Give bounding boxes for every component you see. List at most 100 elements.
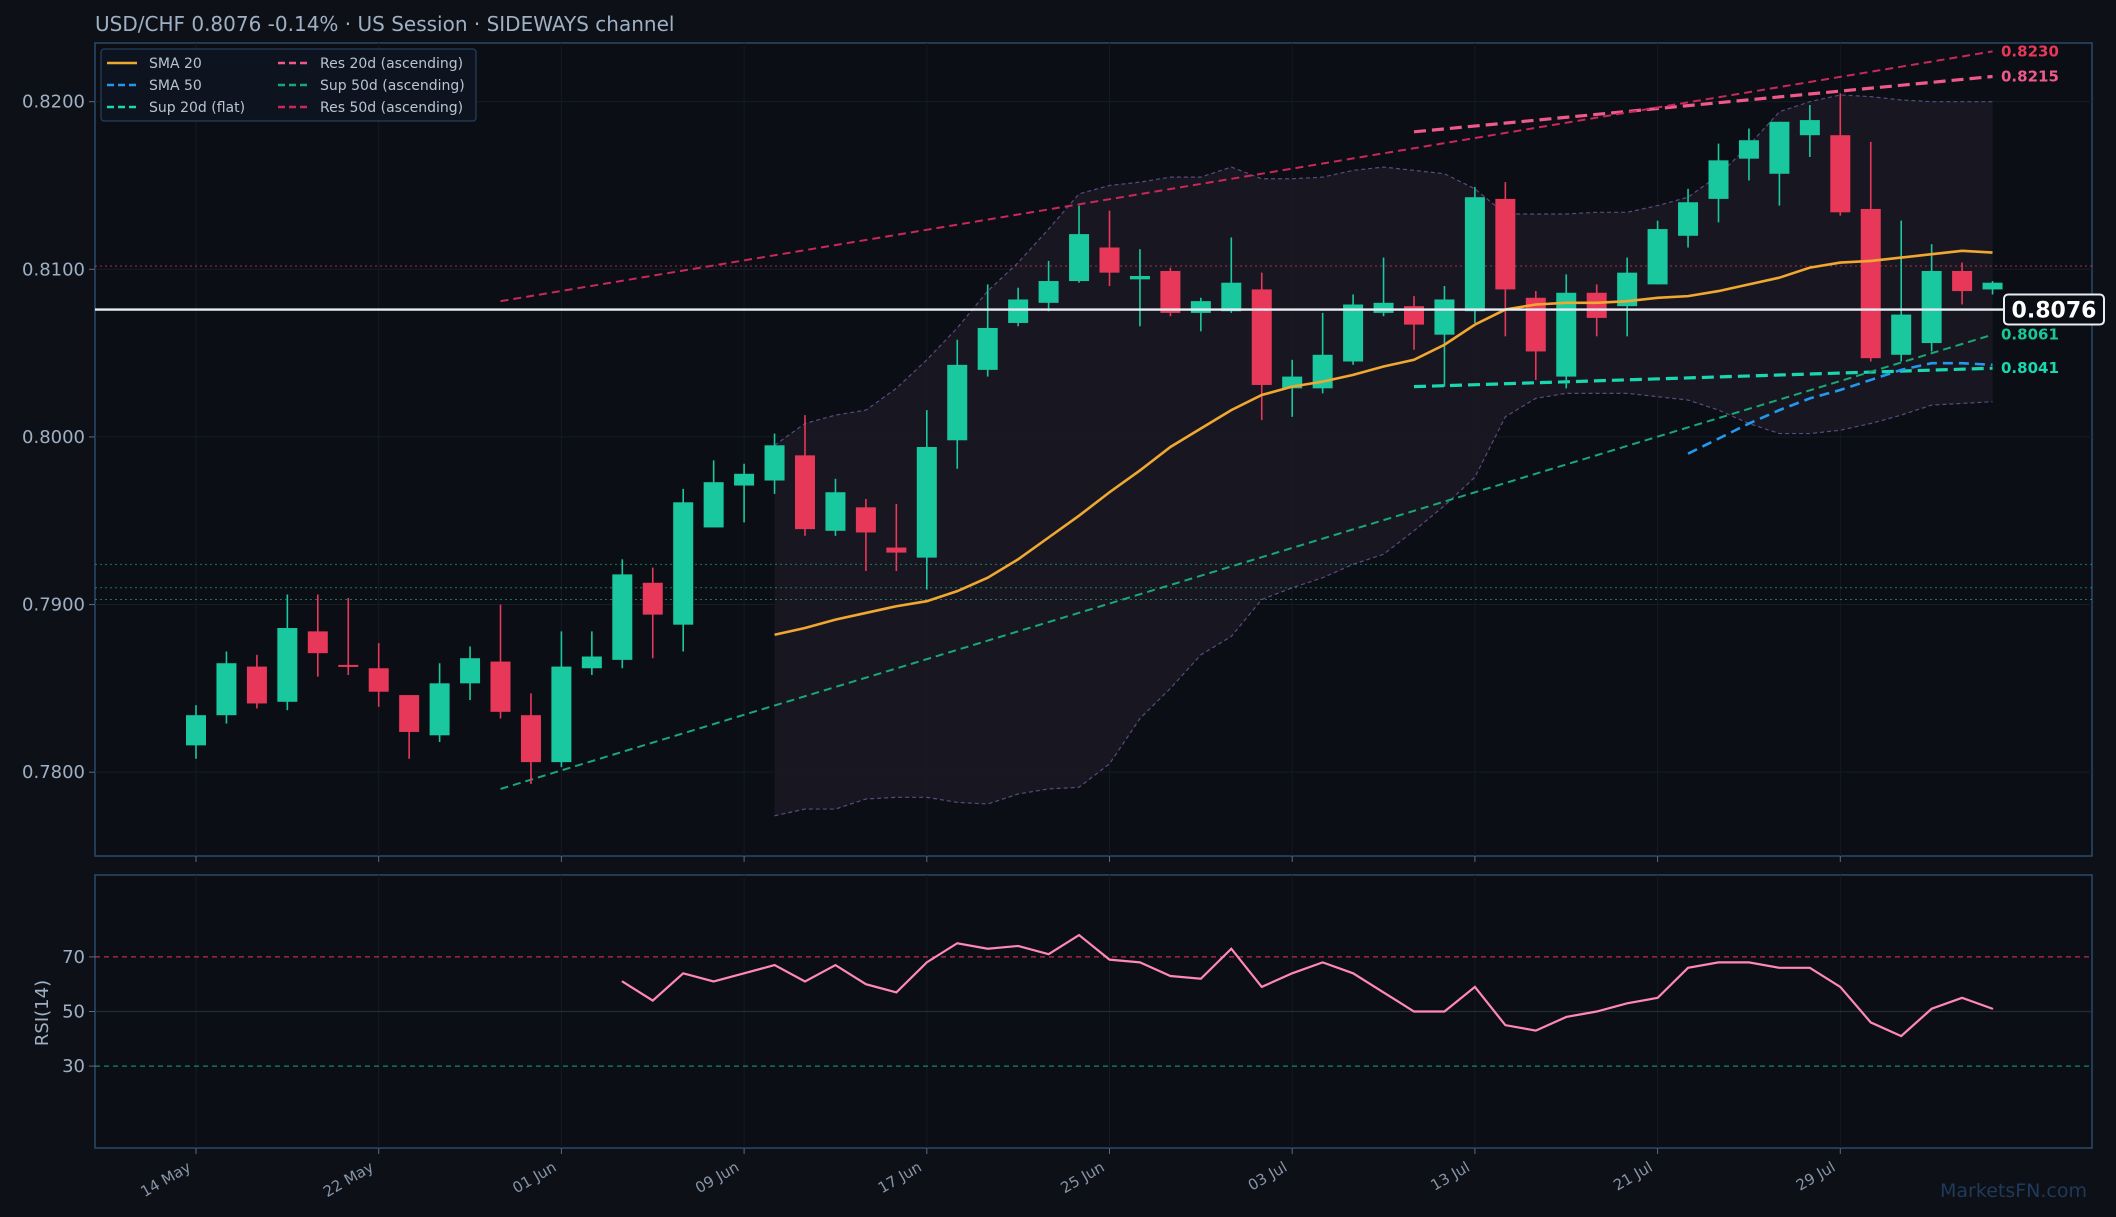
current-price-line: 0.8076 — [95, 293, 2105, 326]
legend-label: Res 20d (ascending) — [320, 56, 463, 72]
candle-body — [886, 547, 907, 553]
legend-label: Sup 20d (flat) — [149, 100, 245, 116]
sma20-line — [774, 249, 1993, 636]
candle-body — [1038, 281, 1059, 303]
band-upper — [774, 94, 1993, 446]
candle-body — [520, 715, 541, 763]
trend-lines — [500, 50, 1993, 790]
rsi-point — [1778, 967, 1781, 969]
rsi-point — [1961, 997, 1963, 999]
candle-body — [1617, 272, 1638, 307]
rsi-point — [804, 980, 806, 983]
candle-body — [1952, 270, 1973, 292]
candle-body — [1678, 202, 1699, 236]
rsi-point — [1474, 986, 1476, 988]
trendline — [1413, 74, 1993, 134]
candle-body — [490, 661, 511, 712]
rsi-point — [1321, 961, 1324, 964]
candle-body — [1251, 289, 1272, 385]
rsi-point — [1839, 986, 1842, 988]
candle-body — [1343, 304, 1364, 362]
candle-body — [1982, 282, 2003, 290]
rsi-point — [1047, 953, 1050, 955]
candle-body — [1434, 299, 1455, 335]
rsi-point — [1382, 991, 1385, 994]
rsi-point — [712, 980, 715, 983]
trendline — [1413, 366, 1993, 389]
band-lower — [774, 392, 1993, 817]
candle-body — [581, 656, 602, 669]
candle-body — [1008, 299, 1029, 323]
price-tick-label: 0.8000 — [22, 427, 85, 448]
rsi-point — [1687, 967, 1689, 969]
rsi-point — [1900, 1035, 1902, 1037]
candle-body — [368, 668, 389, 692]
rsi-point — [1717, 961, 1720, 964]
candle-body — [1373, 302, 1394, 313]
candle-body — [1282, 376, 1303, 389]
rsi-y-axis: 70 50 30 — [62, 947, 95, 1077]
rsi-point — [651, 999, 654, 1002]
rsi-point — [1656, 997, 1659, 999]
rsi-point — [1169, 975, 1172, 977]
rsi-point — [1078, 934, 1080, 936]
rsi-point — [1352, 972, 1354, 975]
rsi-point — [1809, 967, 1811, 969]
candle-body — [1495, 198, 1516, 290]
candle-body — [764, 445, 785, 481]
price-tag-text: 0.8076 — [2012, 299, 2097, 324]
rsi-point — [1748, 961, 1750, 964]
candle-body — [1190, 301, 1211, 313]
legend-box — [100, 48, 477, 122]
rsi-point — [895, 991, 898, 994]
rsi-point — [1413, 1010, 1415, 1013]
candle-body — [1556, 292, 1577, 377]
candle-body — [703, 482, 724, 528]
watermark: MarketsFN.com — [1940, 1180, 2087, 1202]
rsi-point — [1504, 1024, 1507, 1026]
level-label: 0.8061 — [2001, 326, 2059, 344]
rsi-point — [865, 983, 867, 985]
candle-body — [855, 507, 876, 533]
rsi-point — [986, 947, 989, 950]
candle-body — [1404, 306, 1424, 325]
price-y-axis: 0.7800 0.7900 0.8000 0.8100 0.8200 — [22, 92, 95, 783]
rsi-point — [682, 972, 684, 975]
candle-body — [1525, 297, 1546, 352]
sma50-line — [1687, 361, 1993, 455]
candle-body — [1891, 314, 1912, 355]
rsi-point — [743, 972, 745, 975]
candle-body — [1160, 270, 1181, 313]
rsi-grid — [95, 875, 2092, 1148]
price-tick-label: 0.8100 — [22, 259, 85, 280]
rsi-point — [1535, 1029, 1537, 1032]
rsi-point — [1260, 986, 1263, 988]
rsi-point — [1443, 1010, 1446, 1013]
rsi-point — [1565, 1016, 1568, 1018]
rsi-point — [1017, 945, 1019, 947]
rsi-line — [621, 933, 1994, 1038]
candle-body — [673, 502, 694, 625]
candle-body — [1921, 270, 1942, 344]
legend-label: SMA 50 — [149, 78, 202, 94]
candle-body — [551, 666, 572, 763]
rsi-point — [1930, 1007, 1933, 1010]
candle-body — [307, 631, 328, 654]
candle-body — [947, 364, 968, 441]
level-label: 0.8215 — [2001, 68, 2059, 86]
rsi-tick-label: 30 — [62, 1056, 85, 1077]
price-tick-label: 0.7800 — [22, 762, 85, 783]
rsi-point — [1626, 1002, 1628, 1005]
candle-body — [429, 683, 450, 736]
candle-body — [612, 574, 633, 660]
legend-label: SMA 20 — [149, 56, 202, 72]
level-label: 0.8041 — [2001, 359, 2059, 377]
candle-body — [642, 582, 663, 615]
candle-body — [1221, 282, 1242, 312]
candle-body — [186, 715, 206, 746]
price-tick-label: 0.8200 — [22, 92, 85, 113]
candle-body — [216, 663, 237, 716]
candle-body — [399, 695, 420, 732]
candle-body — [1708, 160, 1729, 199]
